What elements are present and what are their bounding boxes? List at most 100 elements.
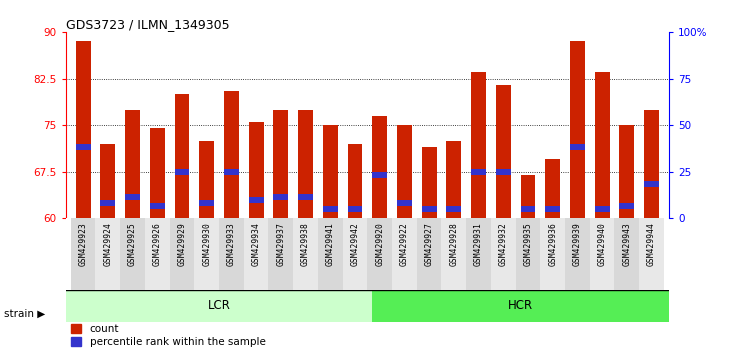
Bar (615, 218, 639, 290)
Bar (392, 218, 417, 290)
Bar (397, 125, 412, 218)
Bar (471, 169, 486, 175)
Text: GSM429940: GSM429940 (598, 222, 607, 266)
Text: GSM429925: GSM429925 (128, 222, 137, 266)
Text: strain ▶: strain ▶ (4, 308, 45, 318)
Bar (515, 218, 540, 290)
Bar (422, 206, 436, 212)
Bar (200, 141, 214, 218)
Bar (66, 290, 372, 322)
Text: GSM429930: GSM429930 (202, 222, 211, 266)
Bar (372, 290, 669, 322)
Bar (100, 200, 115, 206)
Bar (619, 125, 635, 218)
Bar (368, 218, 392, 290)
Bar (447, 206, 461, 212)
Legend: count, percentile rank within the sample: count, percentile rank within the sample (71, 324, 265, 347)
Bar (224, 169, 239, 175)
Bar (125, 110, 140, 218)
Bar (570, 41, 585, 218)
Bar (639, 218, 664, 290)
Bar (466, 218, 491, 290)
Bar (249, 122, 263, 218)
Text: GSM429933: GSM429933 (227, 222, 236, 266)
Bar (471, 72, 486, 218)
Bar (545, 159, 560, 218)
Bar (249, 197, 263, 203)
Bar (96, 218, 120, 290)
Bar (323, 206, 338, 212)
Text: GSM429935: GSM429935 (523, 222, 532, 266)
Bar (175, 169, 189, 175)
Text: GSM429944: GSM429944 (647, 222, 656, 266)
Bar (273, 194, 288, 200)
Bar (298, 110, 313, 218)
Text: GSM429936: GSM429936 (548, 222, 557, 266)
Bar (619, 203, 635, 209)
Bar (219, 218, 243, 290)
Bar (372, 116, 387, 218)
Bar (565, 218, 590, 290)
Bar (76, 144, 91, 150)
Text: GSM429923: GSM429923 (79, 222, 88, 266)
Bar (243, 218, 268, 290)
Bar (447, 141, 461, 218)
Bar (520, 206, 535, 212)
Bar (175, 94, 189, 218)
Text: GSM429942: GSM429942 (350, 222, 360, 266)
Text: GSM429941: GSM429941 (326, 222, 335, 266)
Bar (71, 218, 96, 290)
Text: GSM429928: GSM429928 (450, 222, 458, 266)
Text: GSM429920: GSM429920 (375, 222, 385, 266)
Bar (417, 218, 442, 290)
Text: HCR: HCR (508, 299, 533, 313)
Bar (570, 144, 585, 150)
Bar (422, 147, 436, 218)
Bar (318, 218, 343, 290)
Bar (644, 110, 659, 218)
Bar (343, 218, 368, 290)
Bar (347, 144, 363, 218)
Bar (76, 41, 91, 218)
Text: GSM429931: GSM429931 (474, 222, 483, 266)
Bar (268, 218, 293, 290)
Bar (273, 110, 288, 218)
Text: GSM429926: GSM429926 (153, 222, 162, 266)
Bar (100, 144, 115, 218)
Text: GSM429934: GSM429934 (251, 222, 261, 266)
Bar (496, 169, 511, 175)
Text: GSM429943: GSM429943 (622, 222, 632, 266)
Bar (125, 194, 140, 200)
Text: GSM429924: GSM429924 (103, 222, 113, 266)
Bar (540, 218, 565, 290)
Bar (491, 218, 515, 290)
Bar (590, 218, 615, 290)
Bar (224, 91, 239, 218)
Bar (644, 181, 659, 187)
Text: GSM429937: GSM429937 (276, 222, 285, 266)
Text: GSM429929: GSM429929 (178, 222, 186, 266)
Bar (347, 206, 363, 212)
Text: GSM429939: GSM429939 (573, 222, 582, 266)
Bar (520, 175, 535, 218)
Bar (150, 128, 164, 218)
Bar (595, 72, 610, 218)
Bar (323, 125, 338, 218)
Bar (397, 200, 412, 206)
Text: GSM429922: GSM429922 (400, 222, 409, 266)
Bar (150, 203, 164, 209)
Bar (170, 218, 194, 290)
Text: GSM429938: GSM429938 (301, 222, 310, 266)
Text: GSM429932: GSM429932 (499, 222, 508, 266)
Bar (293, 218, 318, 290)
Bar (595, 206, 610, 212)
Bar (372, 172, 387, 178)
Bar (120, 218, 145, 290)
Bar (545, 206, 560, 212)
Bar (145, 218, 170, 290)
Bar (442, 218, 466, 290)
Bar (200, 200, 214, 206)
Bar (194, 218, 219, 290)
Text: LCR: LCR (208, 299, 230, 313)
Bar (298, 194, 313, 200)
